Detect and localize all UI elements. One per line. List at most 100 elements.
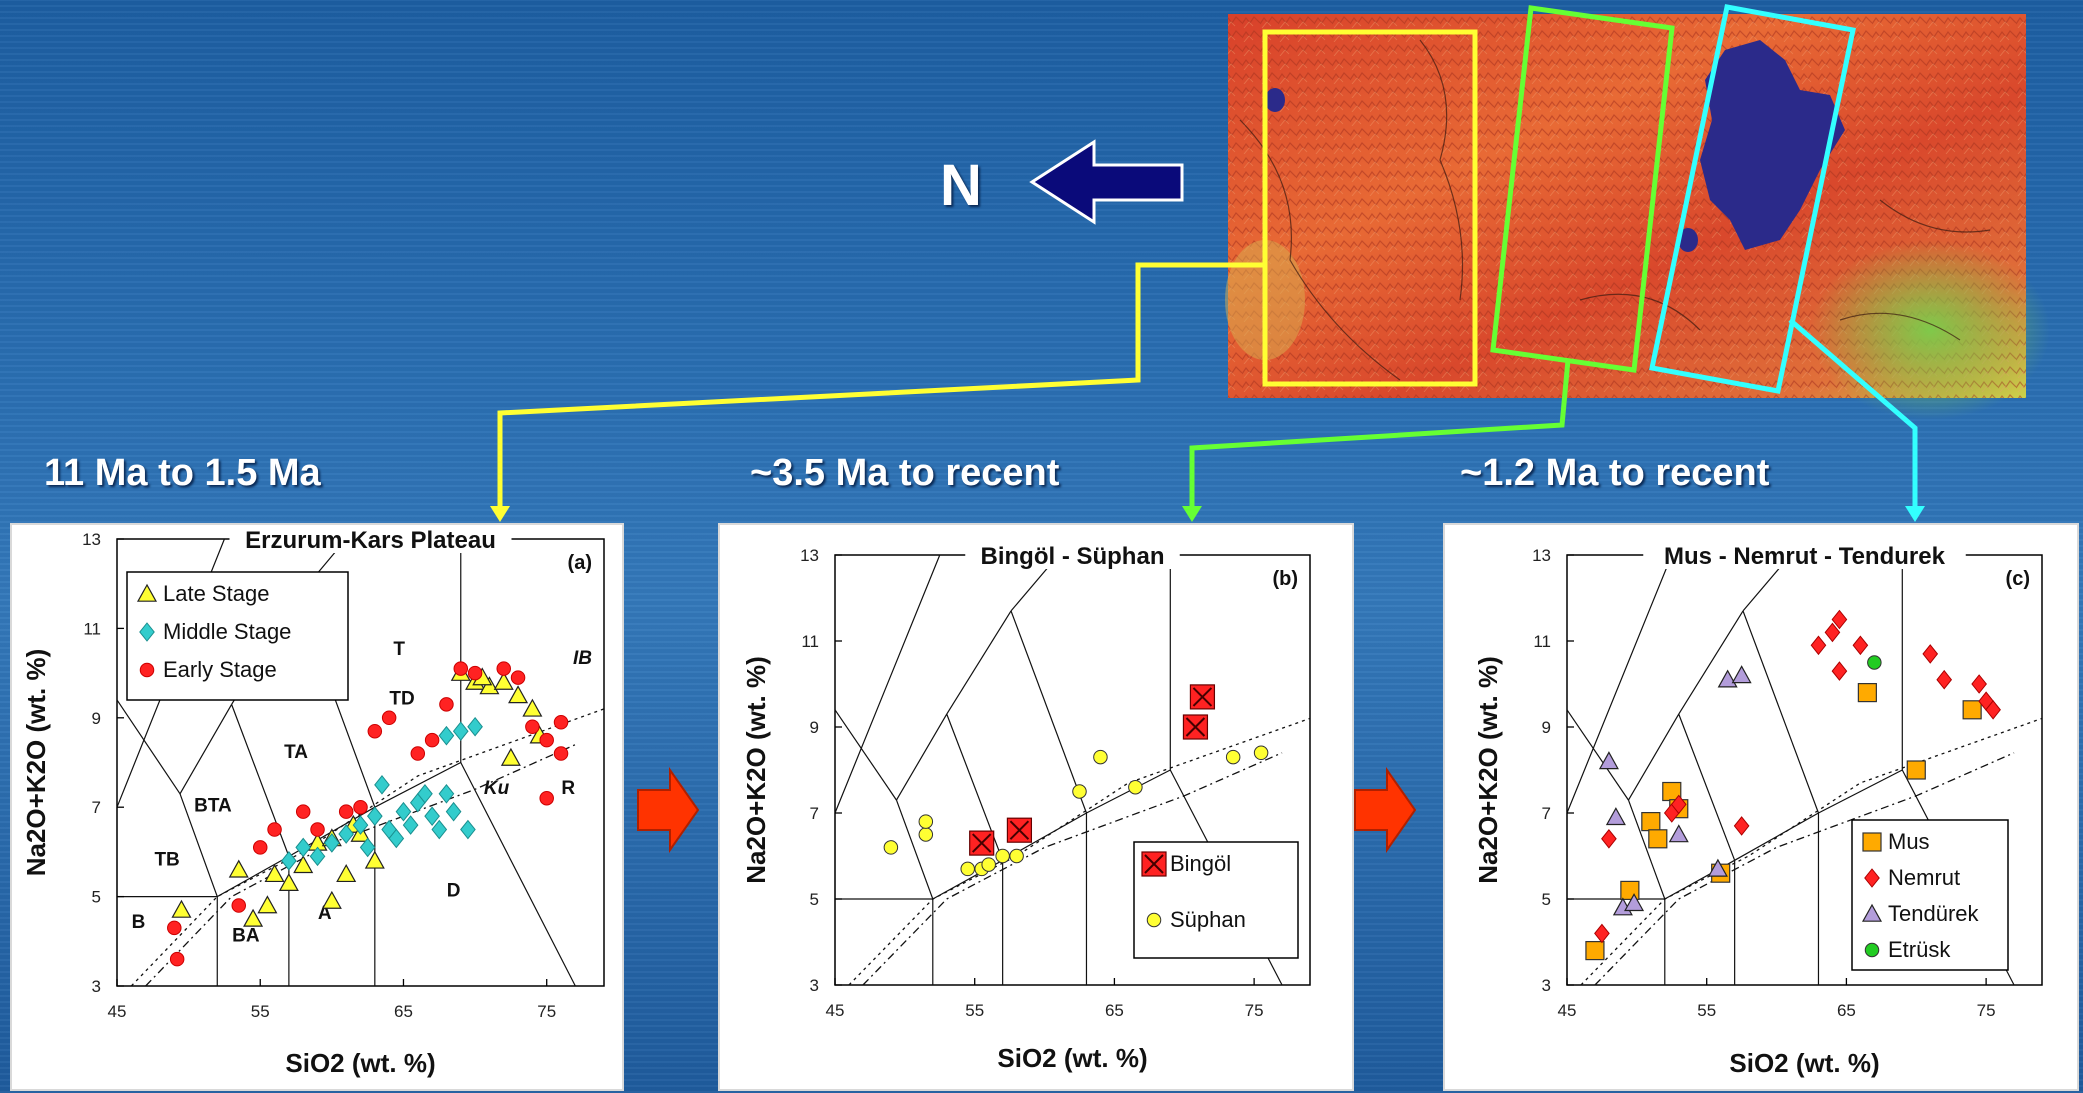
tas-field-boundary — [946, 610, 1012, 715]
tas-field-boundary — [1086, 769, 1171, 814]
data-point-circle — [1225, 749, 1241, 765]
data-point-diamond — [281, 851, 297, 871]
data-point-diamond — [438, 783, 455, 804]
y-tick-label: 5 — [1542, 890, 1551, 909]
alkaline-divider-dashdot — [145, 744, 576, 987]
data-point-square — [1585, 940, 1605, 961]
data-point-triangle — [1598, 751, 1619, 770]
x-axis-label: SiO2 (wt. %) — [997, 1043, 1147, 1073]
tas-field-boundary — [1010, 610, 1088, 814]
data-point-diamond — [1831, 661, 1848, 681]
tas-field-boundary — [1678, 713, 1736, 861]
connector-arrowhead-c — [1905, 506, 1925, 522]
data-point-diamond — [1594, 923, 1610, 944]
period-label-c: ~1.2 Ma to recent — [1460, 452, 1770, 494]
legend-marker — [139, 662, 155, 678]
y-tick-label: 3 — [92, 977, 101, 996]
data-point-square — [1620, 880, 1640, 901]
data-point-triangle — [336, 864, 357, 883]
data-point-circle — [252, 840, 268, 855]
x-tick-label: 75 — [537, 1002, 556, 1021]
tas-field-boundary — [1734, 812, 1819, 861]
panel-letter: (a) — [568, 552, 592, 574]
square-x-cross — [1009, 820, 1030, 840]
y-tick-label: 11 — [801, 632, 819, 651]
legend-marker — [136, 583, 158, 602]
data-point-triangle — [493, 671, 514, 690]
y-tick-label: 9 — [810, 718, 819, 737]
data-point-diamond — [388, 828, 405, 849]
data-point-circle — [381, 710, 397, 726]
legend-label: Tendürek — [1888, 901, 1980, 926]
chart-title-bg — [1643, 541, 1966, 569]
data-point-circle — [424, 732, 440, 748]
data-point-circle — [525, 719, 540, 734]
y-tick-label: 3 — [810, 976, 819, 995]
data-point-diamond — [295, 837, 312, 858]
panel-letter: (c) — [2006, 568, 2030, 590]
x-tick-label: 65 — [1105, 1001, 1124, 1020]
tas-field-boundary — [834, 709, 897, 801]
data-point-diamond — [338, 824, 355, 844]
legend-label: Late Stage — [163, 581, 269, 606]
data-point-diamond — [359, 837, 376, 858]
data-point-diamond — [1922, 644, 1939, 664]
lake-van — [1700, 40, 1845, 250]
tas-field-boundary — [179, 704, 233, 795]
data-point-diamond — [395, 801, 412, 822]
y-tick-label: 5 — [92, 888, 101, 907]
data-point-circle — [167, 920, 182, 936]
data-point-circle — [169, 951, 185, 967]
x-tick-label: 65 — [394, 1002, 413, 1021]
data-point-triangle — [364, 850, 385, 869]
x-tick-label: 75 — [1245, 1001, 1264, 1020]
y-axis-label: Na2O+K2O (wt. %) — [1473, 656, 1503, 884]
data-point-diamond — [352, 815, 369, 835]
data-point-diamond — [1810, 635, 1827, 656]
legend-label: Early Stage — [163, 657, 277, 682]
alkaline-divider-dashdot — [1594, 752, 2015, 986]
chart-title: Mus - Nemrut - Tendurek — [1664, 543, 1946, 570]
data-point-triangle — [264, 864, 285, 883]
y-tick-label: 7 — [810, 804, 819, 823]
tas-field-boundary — [460, 762, 576, 987]
data-point-circle — [496, 661, 511, 676]
data-point-diamond — [452, 721, 469, 742]
data-point-circle — [1009, 848, 1024, 864]
region-box-a — [1262, 29, 1478, 387]
field-label-ku: Ku — [484, 778, 510, 799]
data-point-diamond — [417, 783, 433, 804]
y-tick-label: 13 — [800, 546, 819, 565]
data-point-circle — [1072, 784, 1087, 799]
data-point-triangle — [1717, 669, 1738, 688]
square-x-cross — [1144, 854, 1164, 874]
data-point-circle — [553, 715, 569, 730]
data-point-diamond — [431, 819, 448, 840]
y-tick-label: 13 — [82, 530, 101, 549]
tas-field-boundary — [374, 761, 462, 808]
tas-field-boundary — [1627, 713, 1680, 801]
legend-marker — [139, 622, 155, 642]
x-tick-label: 75 — [1977, 1001, 1996, 1020]
data-point-diamond — [1985, 699, 2001, 720]
data-point-circle — [960, 861, 975, 877]
y-tick-label: 9 — [92, 709, 101, 728]
data-point-circle — [1867, 655, 1882, 670]
data-point-circle — [539, 791, 554, 806]
data-point-circle — [410, 746, 426, 761]
data-point-diamond — [438, 725, 455, 746]
y-tick-label: 7 — [92, 798, 101, 817]
panel-letter: (b) — [1272, 568, 1298, 590]
connector-line-c — [1788, 318, 1918, 510]
x-tick-label: 55 — [1697, 1001, 1716, 1020]
data-point-circle — [918, 827, 934, 842]
chart-title: Erzurum-Kars Plateau — [245, 527, 496, 554]
tas-field-boundary — [1627, 799, 1666, 900]
data-point-square — [1962, 700, 1982, 720]
data-point-triangle — [508, 685, 529, 704]
data-point-circle — [338, 804, 354, 819]
tas-field-boundary — [1818, 769, 1903, 814]
x-tick-label: 45 — [108, 1002, 127, 1021]
field-label-b: B — [132, 912, 146, 933]
